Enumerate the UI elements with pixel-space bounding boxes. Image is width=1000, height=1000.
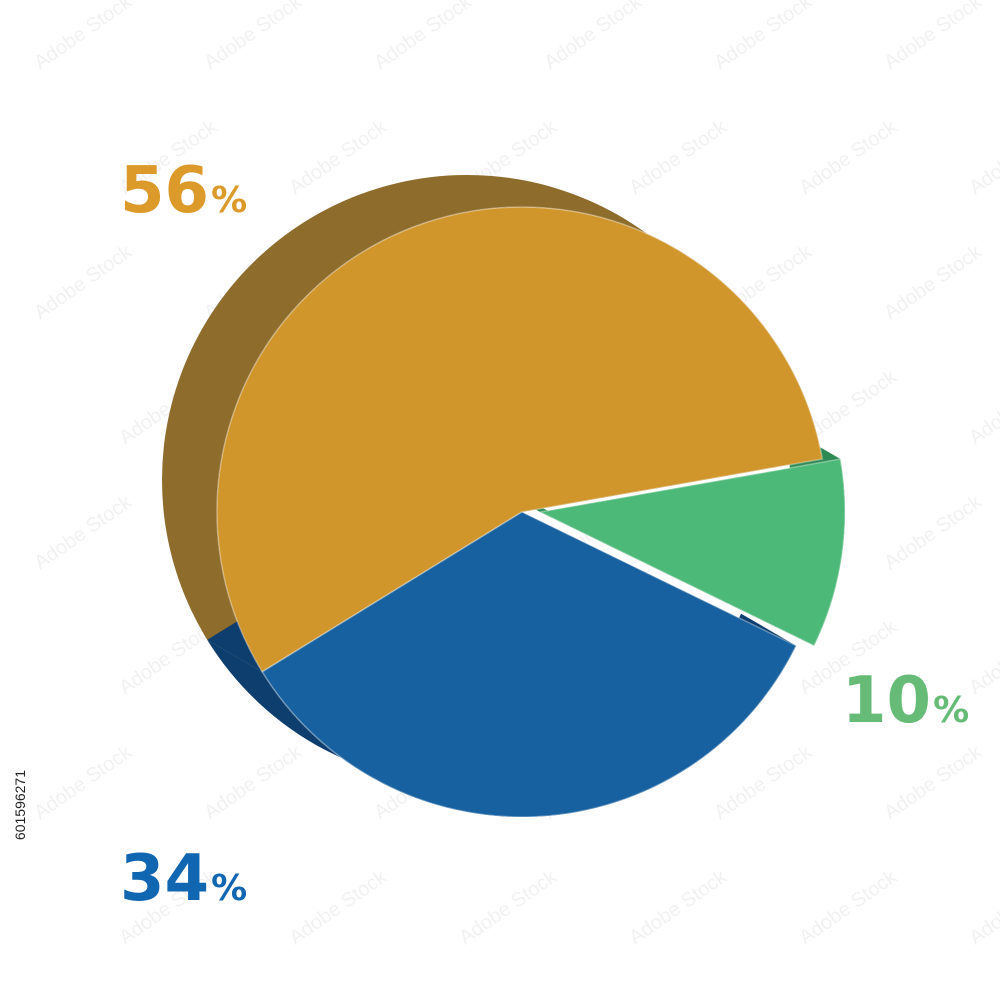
watermark-text: Adobe Stock — [455, 865, 561, 949]
watermark-text: Adobe Stock — [880, 490, 986, 574]
label-percent-sign: % — [211, 180, 247, 221]
slice-56-side — [161, 175, 823, 672]
watermark-text: Adobe Stock — [370, 0, 476, 74]
watermark-text: Adobe Stock — [965, 365, 1000, 449]
watermark-text: Adobe Stock — [965, 115, 1000, 199]
label-56-percent: 56% — [120, 154, 247, 228]
slice-34-face — [261, 511, 798, 818]
pie-slices — [161, 175, 846, 818]
watermark-text: Adobe Stock — [710, 0, 816, 74]
pie-labels: 56%34%10% — [120, 154, 969, 916]
watermark-text: Adobe Stock — [30, 240, 136, 324]
label-34-percent: 34% — [120, 842, 247, 916]
watermark-text: Adobe Stock — [200, 740, 306, 824]
watermark-text: Adobe Stock — [965, 615, 1000, 699]
watermark-text: Adobe Stock — [200, 0, 306, 74]
label-percent-sign: % — [211, 868, 247, 909]
label-value: 10 — [842, 664, 931, 738]
label-value: 56 — [120, 154, 209, 228]
watermark-text: Adobe Stock — [795, 865, 901, 949]
watermark-text: Adobe Stock — [30, 490, 136, 574]
slice-56-face — [216, 206, 824, 673]
label-percent-sign: % — [933, 690, 969, 731]
watermark-text: Adobe Stock — [795, 115, 901, 199]
watermark-text: Adobe Stock — [540, 0, 646, 74]
watermark-text: Adobe Stock — [30, 740, 136, 824]
watermark-text: Adobe Stock — [880, 0, 986, 74]
label-value: 34 — [120, 842, 209, 916]
watermark-text: Adobe Stock — [710, 740, 816, 824]
slice-10-face — [537, 458, 846, 647]
watermark-text: Adobe Stock — [880, 240, 986, 324]
watermark-text: Adobe Stock — [625, 865, 731, 949]
label-10-percent: 10% — [842, 664, 969, 738]
watermark-text: Adobe Stock — [30, 0, 136, 74]
watermark-text: Adobe Stock — [285, 865, 391, 949]
watermark-text: Adobe Stock — [285, 115, 391, 199]
watermark-text: Adobe Stock — [625, 115, 731, 199]
watermark-text: Adobe Stock — [880, 740, 986, 824]
watermark-text: Adobe Stock — [965, 865, 1000, 949]
stock-id-text: 601596271 — [12, 770, 28, 841]
